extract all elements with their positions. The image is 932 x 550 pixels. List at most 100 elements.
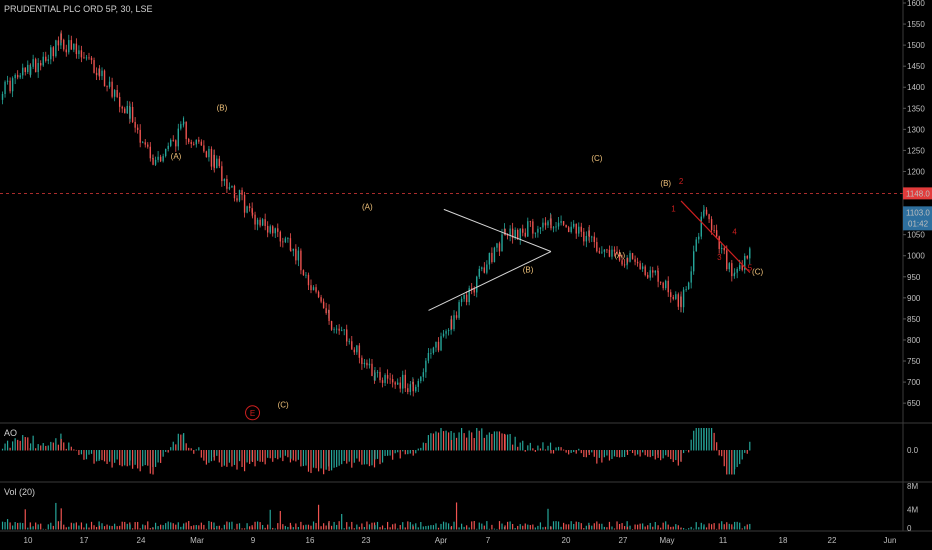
volume-bar xyxy=(468,527,470,530)
ao-bar xyxy=(85,450,88,460)
candle-body xyxy=(264,219,266,226)
volume-bar xyxy=(205,528,207,530)
candle-body xyxy=(203,145,205,152)
candle-body xyxy=(198,139,200,142)
ao-pane[interactable]: AO xyxy=(1,428,751,475)
candle-body xyxy=(539,227,542,229)
candle-body xyxy=(205,151,208,158)
candle-body xyxy=(272,226,274,234)
candle-body xyxy=(289,238,292,251)
candle-body xyxy=(703,210,705,217)
ao-bar xyxy=(139,450,141,472)
candle-body xyxy=(164,148,167,157)
candle-body xyxy=(537,228,539,233)
volume-bar xyxy=(629,525,631,530)
price-tick-label: 1250 xyxy=(907,146,925,155)
ao-bar xyxy=(267,450,269,458)
ao-bar xyxy=(442,431,445,451)
wave-label: (B) xyxy=(217,103,228,112)
candle-body xyxy=(238,190,241,201)
ao-bar xyxy=(547,445,549,451)
candle-body xyxy=(63,39,65,50)
ao-bar xyxy=(1,448,4,451)
time-tick-label: 23 xyxy=(362,536,371,545)
volume-bar xyxy=(228,522,231,530)
candle-body xyxy=(542,222,544,228)
last-price-bg xyxy=(903,206,932,231)
volume-bar xyxy=(498,521,501,530)
volume-bar xyxy=(514,528,516,530)
volume-bar xyxy=(552,521,555,530)
candle-body xyxy=(723,248,725,251)
volume-bar xyxy=(476,528,478,530)
volume-bar xyxy=(417,527,419,530)
volume-bar xyxy=(126,523,128,530)
ao-bar xyxy=(563,449,565,451)
last-price-label: 1103.0 xyxy=(906,208,930,217)
volume-bar xyxy=(259,522,261,530)
candle-body xyxy=(233,186,236,199)
candle-body xyxy=(376,371,379,373)
ao-bar xyxy=(22,435,24,451)
volume-pane[interactable]: Vol (20) xyxy=(1,487,751,530)
volume-bar xyxy=(24,509,26,530)
candle-body xyxy=(223,178,226,182)
candle-body xyxy=(88,57,90,59)
volume-bar xyxy=(361,523,363,530)
volume-bar xyxy=(665,521,667,530)
ao-bar xyxy=(172,441,174,451)
ao-bar xyxy=(246,450,248,463)
ao-bar xyxy=(483,437,485,451)
candle-body xyxy=(504,228,506,235)
price-pane[interactable]: (A) (B) (C) (A) (B) (C) (A) (B) (C) 2 1 3 4 5 E PRUDEN… xyxy=(0,4,903,421)
volume-bar xyxy=(50,522,52,530)
ao-bar xyxy=(374,450,376,460)
ao-bar xyxy=(422,442,424,451)
ao-bar xyxy=(381,450,384,463)
volume-axis[interactable]: 0 4M 8M xyxy=(907,482,918,533)
candle-body xyxy=(279,231,282,242)
volume-bar xyxy=(427,525,429,530)
candle-body xyxy=(391,378,394,383)
ao-axis[interactable]: 0.0 xyxy=(907,446,919,455)
candle-body xyxy=(557,222,560,227)
volume-bar xyxy=(295,523,297,530)
candle-body xyxy=(371,363,373,376)
ao-bar xyxy=(550,450,552,454)
ao-bar xyxy=(394,450,396,454)
candle-body xyxy=(631,253,634,260)
volume-bar xyxy=(488,528,490,530)
volume-bar xyxy=(98,521,100,530)
ao-bar xyxy=(634,450,636,456)
volume-bar xyxy=(310,525,312,530)
candle-body xyxy=(366,362,368,366)
volume-bar xyxy=(506,521,509,530)
candle-body xyxy=(210,148,213,167)
volume-bar xyxy=(529,525,531,530)
wave-label: (C) xyxy=(752,268,763,277)
candle-body xyxy=(425,360,427,373)
price-axis[interactable]: 6507007508008509009501000105011001150120… xyxy=(903,0,932,408)
time-tick-label: 11 xyxy=(719,536,728,545)
ao-bar xyxy=(35,448,37,451)
projection-label: 4 xyxy=(732,228,737,237)
ao-bar xyxy=(183,433,185,451)
volume-bar xyxy=(236,523,238,530)
candle-body xyxy=(325,308,327,314)
candle-body xyxy=(544,222,547,226)
candle-body xyxy=(1,93,4,100)
ao-bar xyxy=(685,450,687,451)
ao-bar xyxy=(228,450,231,463)
time-axis[interactable]: 10 17 24 Mar 9 16 23 Apr 7 20 27 May 11 18 22 Jun xyxy=(24,536,897,545)
volume-bar xyxy=(60,508,62,530)
ao-bar xyxy=(221,450,223,467)
ao-bar xyxy=(249,450,251,464)
candle-body xyxy=(583,231,585,242)
candle-body xyxy=(266,225,269,233)
candle-body xyxy=(106,86,108,88)
ao-bar xyxy=(193,450,195,454)
ao-bar xyxy=(353,450,355,463)
candle-body xyxy=(652,270,654,273)
candle-body xyxy=(47,59,49,61)
